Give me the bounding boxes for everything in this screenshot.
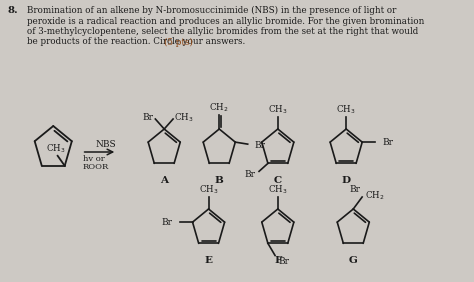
Text: B: B: [215, 176, 224, 185]
Text: E: E: [205, 256, 212, 265]
Text: CH$_2$: CH$_2$: [210, 102, 229, 114]
Text: Br: Br: [161, 218, 172, 227]
Text: (5 pts): (5 pts): [164, 38, 193, 47]
Text: hv or: hv or: [82, 155, 104, 163]
Text: C: C: [274, 176, 282, 185]
Text: Br: Br: [143, 113, 154, 122]
Text: 8.: 8.: [7, 6, 18, 15]
Text: CH$_3$: CH$_3$: [174, 112, 193, 124]
Text: Br: Br: [245, 170, 255, 179]
Text: CH$_3$: CH$_3$: [268, 184, 288, 196]
Text: CH$_3$: CH$_3$: [46, 142, 65, 155]
Text: Bromination of an alkene by N-bromosuccinimide (NBS) in the presence of light or: Bromination of an alkene by N-bromosucci…: [27, 6, 396, 15]
Text: of 3-methylcyclopentene, select the allylic bromides from the set at the right t: of 3-methylcyclopentene, select the ally…: [27, 27, 418, 36]
Text: Br: Br: [383, 138, 393, 147]
Text: CH$_3$: CH$_3$: [268, 104, 288, 116]
Text: CH$_2$: CH$_2$: [365, 190, 384, 202]
Text: CH$_3$: CH$_3$: [337, 104, 356, 116]
Text: be products of the reaction. Circle your answers.: be products of the reaction. Circle your…: [27, 38, 247, 47]
Text: F: F: [274, 256, 282, 265]
Text: ROOR: ROOR: [82, 163, 109, 171]
Text: G: G: [349, 256, 358, 265]
Text: peroxide is a radical reaction and produces an allylic bromide. For the given br: peroxide is a radical reaction and produ…: [27, 17, 424, 25]
Text: Br: Br: [255, 141, 266, 150]
Text: Br: Br: [349, 184, 361, 193]
Text: A: A: [160, 176, 168, 185]
Text: NBS: NBS: [96, 140, 117, 149]
Text: Br: Br: [279, 257, 290, 266]
Text: CH$_3$: CH$_3$: [199, 184, 219, 196]
Text: D: D: [342, 176, 351, 185]
